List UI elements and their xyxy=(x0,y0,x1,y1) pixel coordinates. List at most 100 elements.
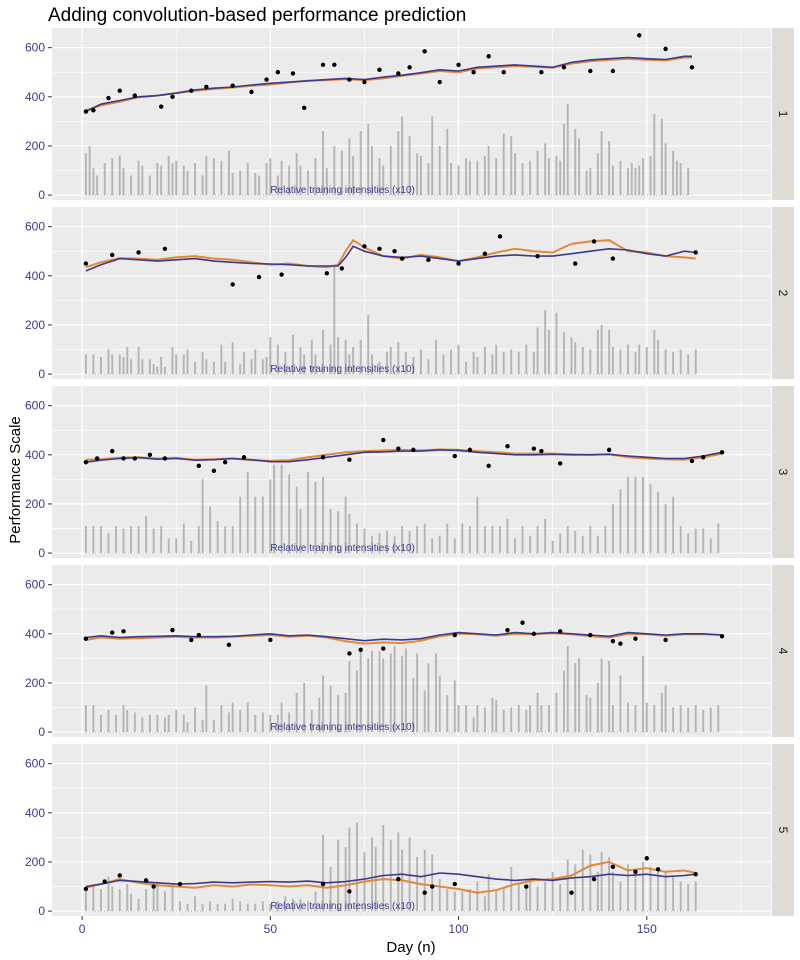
intensity-bar xyxy=(344,339,347,375)
intensity-bar xyxy=(333,265,336,375)
strip-label: 2 xyxy=(776,290,790,297)
intensity-bar xyxy=(566,646,569,733)
intensity-bar xyxy=(329,685,332,733)
intensity-bar xyxy=(536,886,539,912)
observed-point xyxy=(117,873,122,878)
intensity-bar xyxy=(649,866,652,912)
observed-point xyxy=(573,261,578,266)
observed-point xyxy=(102,879,107,884)
intensity-bar xyxy=(201,903,204,912)
intensity-bar xyxy=(99,714,102,733)
annotation-label: Relative training intensities (x10) xyxy=(270,543,415,554)
strip-background xyxy=(772,744,794,916)
intensity-bar xyxy=(163,717,166,733)
intensity-bar xyxy=(596,871,599,912)
model-prediction-line xyxy=(85,449,723,463)
intensity-bar xyxy=(431,854,434,912)
intensity-bar xyxy=(401,116,404,196)
intensity-bar xyxy=(427,163,430,196)
observed-point xyxy=(302,105,307,111)
intensity-bar xyxy=(502,886,505,912)
intensity-bar xyxy=(483,155,486,196)
intensity-bar xyxy=(510,707,513,733)
intensity-bar xyxy=(371,354,373,375)
intensity-bar xyxy=(299,898,302,912)
intensity-bar xyxy=(231,898,234,912)
intensity-bar xyxy=(367,315,370,375)
intensity-bar xyxy=(348,354,351,375)
intensity-bar xyxy=(269,158,272,196)
intensity-bar xyxy=(596,153,599,196)
intensity-bar xyxy=(130,893,133,912)
intensity-bar xyxy=(483,526,486,554)
intensity-bar xyxy=(371,837,373,912)
intensity-bar xyxy=(337,839,340,912)
intensity-bar xyxy=(450,163,452,196)
y-tick-label: 600 xyxy=(25,41,45,55)
model-prediction-line xyxy=(85,245,696,272)
intensity-bar xyxy=(111,158,114,196)
intensity-bar xyxy=(126,884,129,912)
observed-point xyxy=(347,651,352,656)
intensity-bar xyxy=(160,526,163,554)
intensity-bar xyxy=(450,349,452,375)
intensity-bar xyxy=(514,538,516,554)
strip-label: 4 xyxy=(776,648,790,655)
intensity-bar xyxy=(634,351,637,375)
intensity-bar xyxy=(431,116,434,196)
intensity-bar xyxy=(171,163,174,196)
intensity-bar xyxy=(92,526,95,554)
intensity-bar xyxy=(160,165,163,196)
annotation-label: Relative training intensities (x10) xyxy=(270,722,415,733)
intensity-bar xyxy=(148,714,151,733)
intensity-bar xyxy=(419,349,422,375)
x-tick-label: 100 xyxy=(449,922,469,936)
y-tick-label: 600 xyxy=(25,399,45,413)
observed-point xyxy=(279,272,284,277)
intensity-bar xyxy=(397,342,400,375)
intensity-bar xyxy=(645,347,648,375)
intensity-bar xyxy=(442,354,445,375)
observed-point xyxy=(170,94,175,100)
intensity-bar xyxy=(382,825,385,912)
intensity-bar xyxy=(276,901,279,912)
intensity-bar xyxy=(209,901,212,912)
intensity-bar xyxy=(224,903,227,912)
y-tick-label: 400 xyxy=(25,627,45,641)
intensity-bar xyxy=(386,351,388,375)
observed-point xyxy=(719,450,725,455)
observed-point xyxy=(132,456,138,461)
intensity-bar xyxy=(111,354,114,375)
observed-point xyxy=(347,457,352,462)
y-tick-label: 200 xyxy=(25,318,45,332)
intensity-bar xyxy=(250,359,253,375)
intensity-bar xyxy=(529,535,532,554)
intensity-bar xyxy=(547,705,550,733)
intensity-bar xyxy=(115,714,117,733)
intensity-bar xyxy=(163,366,166,375)
observed-point xyxy=(143,878,149,883)
intensity-bar xyxy=(435,653,437,733)
intensity-bar xyxy=(239,709,242,733)
observed-point xyxy=(486,463,491,469)
intensity-bar xyxy=(627,702,629,733)
intensity-bar xyxy=(141,165,144,196)
intensity-bar xyxy=(137,160,140,196)
intensity-bar xyxy=(574,342,577,375)
observed-point xyxy=(610,864,616,870)
intensity-bar xyxy=(642,158,644,196)
observed-point xyxy=(663,46,668,52)
intensity-bar xyxy=(423,523,426,554)
strip-background xyxy=(772,565,794,737)
intensity-bar xyxy=(642,861,644,912)
intensity-bar xyxy=(186,903,189,912)
intensity-bar xyxy=(307,472,309,554)
observed-point xyxy=(158,104,164,109)
intensity-bar xyxy=(529,160,532,196)
observed-point xyxy=(701,455,706,460)
intensity-bar xyxy=(608,141,611,196)
intensity-bar xyxy=(642,476,644,554)
annotation-label: Relative training intensities (x10) xyxy=(270,901,415,912)
y-tick-label: 200 xyxy=(25,139,45,153)
intensity-bar xyxy=(231,342,234,375)
